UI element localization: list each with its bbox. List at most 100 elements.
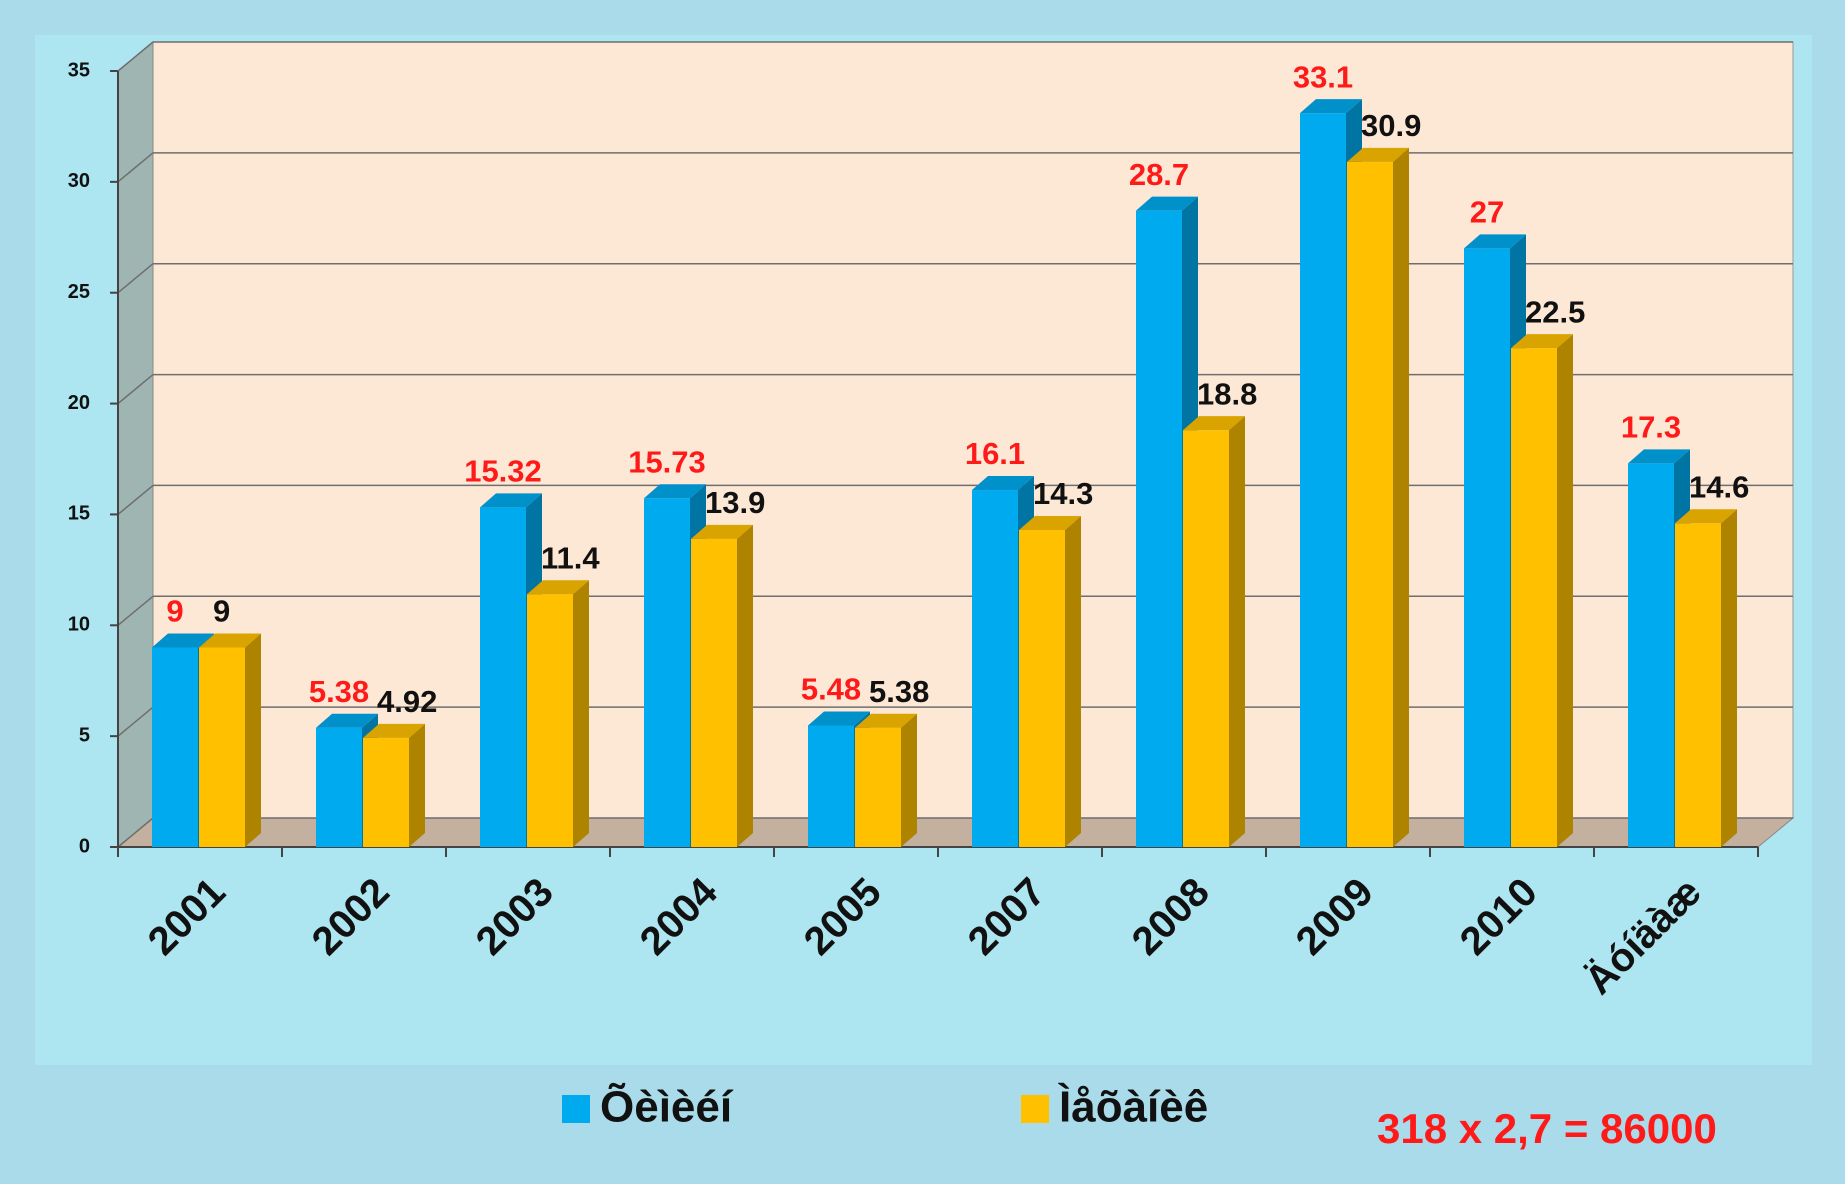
bar-top [691, 524, 753, 539]
bar-front [1183, 430, 1229, 847]
bar [691, 524, 753, 847]
value-label: 22.5 [1525, 294, 1585, 329]
value-label: 17.3 [1621, 410, 1681, 445]
bar-front [1464, 248, 1510, 847]
bar [1019, 515, 1081, 847]
bar-top [1136, 196, 1198, 211]
bar-front [1675, 523, 1721, 847]
bar-front [1347, 161, 1393, 848]
value-label: 16.1 [965, 436, 1025, 471]
bar-side [1393, 147, 1409, 848]
bar-front [152, 647, 198, 847]
value-label: 33.1 [1293, 59, 1353, 94]
bar-front [1136, 210, 1182, 847]
value-label: 14.6 [1689, 469, 1749, 504]
bar-side [1065, 515, 1081, 847]
bar [1183, 416, 1245, 847]
bar-side [1229, 416, 1245, 847]
bar-front [527, 594, 573, 847]
grid-line [117, 817, 154, 848]
legend-label: Õèìèéí [600, 1082, 734, 1132]
grid-line [117, 263, 154, 294]
bar-side [245, 633, 261, 847]
bar-front [691, 538, 737, 847]
legend-swatch [562, 1095, 590, 1123]
y-tick-label: 25 [68, 281, 90, 303]
bar-top [972, 476, 1034, 491]
value-label: 18.8 [1197, 376, 1257, 411]
bar-top [1347, 147, 1409, 162]
bar [363, 723, 425, 847]
y-tick-label: 20 [68, 392, 90, 414]
bar-top [316, 713, 378, 728]
value-label: 4.92 [377, 684, 437, 719]
bar-front [1300, 113, 1346, 847]
value-label: 11.4 [541, 540, 600, 575]
value-label: 27 [1470, 195, 1504, 230]
bar [855, 713, 917, 847]
bar-front [644, 498, 690, 847]
bar-top [480, 493, 542, 508]
y-tick-label: 35 [68, 59, 90, 81]
bar-top [1511, 334, 1573, 349]
value-label: 28.7 [1129, 157, 1189, 192]
bar-top [152, 633, 214, 648]
grid-line [117, 706, 154, 737]
bar-front [972, 490, 1018, 847]
bar-front [316, 727, 362, 847]
legend-swatch [1021, 1095, 1049, 1123]
bar-top [1464, 234, 1526, 249]
y-tick-label: 0 [79, 835, 90, 857]
bar-side [573, 580, 589, 847]
grid-line [117, 373, 154, 405]
value-label: 9 [166, 594, 183, 629]
grid-line [117, 595, 154, 626]
value-label: 5.38 [869, 674, 929, 709]
annotation: 318 x 2,7 = 86000 [1377, 1105, 1717, 1152]
bar-side [901, 713, 917, 847]
value-label: 9 [213, 594, 230, 629]
bar-front [363, 737, 409, 847]
y-tick-label: 15 [68, 503, 90, 525]
bar-top [808, 711, 870, 726]
bar-front [855, 727, 901, 847]
value-label: 15.73 [628, 444, 706, 479]
grid-line [117, 41, 154, 72]
side-wall [117, 40, 154, 849]
bar [527, 580, 589, 847]
bar [199, 633, 261, 847]
bar-front [1019, 529, 1065, 847]
bar [1675, 509, 1737, 847]
bar-front [808, 725, 854, 847]
bar-front [480, 507, 526, 847]
value-label: 15.32 [464, 454, 542, 489]
value-label: 5.38 [309, 674, 369, 709]
bar-top [363, 723, 425, 738]
bar [1347, 147, 1409, 848]
bar-top [644, 484, 706, 499]
bar-side [1557, 334, 1573, 848]
bar-top [1019, 515, 1081, 530]
bar-top [199, 633, 261, 648]
value-label: 14.3 [1033, 476, 1093, 511]
grid-line [117, 484, 154, 516]
bar-side [737, 524, 753, 847]
bar-side [409, 723, 425, 847]
bar-top [1628, 449, 1690, 464]
bar-top [1675, 509, 1737, 524]
legend-label: Ìåõàíèê [1058, 1082, 1208, 1132]
bar-side [1721, 509, 1737, 847]
y-tick-label: 30 [68, 170, 90, 192]
bar [1511, 334, 1573, 848]
bar-top [855, 713, 917, 728]
bar-top [1300, 99, 1362, 114]
grid-line [117, 152, 154, 183]
value-label: 30.9 [1361, 108, 1421, 143]
bar-front [1511, 348, 1557, 847]
y-tick-label: 5 [79, 724, 90, 746]
bar-top [1183, 416, 1245, 431]
bar-front [199, 647, 245, 847]
value-label: 13.9 [705, 485, 765, 520]
